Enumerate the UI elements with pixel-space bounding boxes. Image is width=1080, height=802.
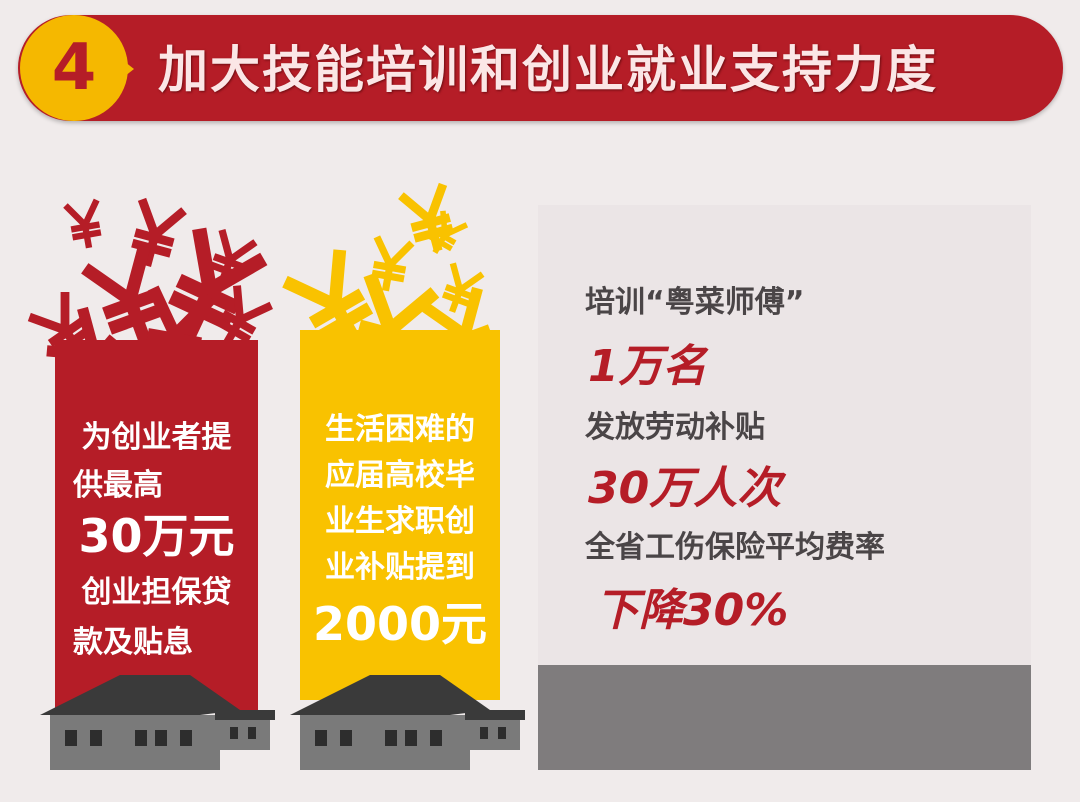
startup-loan-card: 为创业者提 供最高 30万元 创业担保贷 款及贴息 [55, 340, 258, 710]
title-banner [18, 15, 1063, 121]
house-icon [290, 675, 525, 770]
card-amount: 2000元 [312, 597, 488, 651]
house-icon [40, 675, 275, 770]
yen-icon [63, 198, 102, 249]
card-text: 生活困难的 [325, 412, 475, 447]
stat-value: 1万名 [588, 341, 707, 392]
stat-value: 下降30% [595, 585, 789, 636]
yen-icon [216, 285, 273, 348]
number-badge [20, 15, 128, 121]
stat-value: 30万人次 [588, 463, 782, 514]
yen-icon [441, 262, 485, 313]
stats-panel-base [538, 665, 1031, 770]
stat-label: 培训“粤菜师傅” [585, 285, 805, 320]
card-text: 业生求职创 [325, 504, 475, 539]
stat-label: 发放劳动补贴 [585, 410, 765, 445]
card-text: 应届高校毕 [325, 458, 475, 493]
yen-icon [282, 249, 374, 349]
yen-icon [81, 244, 167, 346]
card-text: 创业担保贷 [81, 575, 232, 610]
graduate-subsidy-card: 生活困难的 应届高校毕 业生求职创 业补贴提到 2000元 [300, 330, 500, 700]
card-text: 供最高 [73, 468, 163, 503]
yen-icon [428, 210, 469, 254]
section-number: 4 [51, 31, 97, 105]
yen-icon [209, 229, 258, 286]
card-text: 款及贴息 [73, 625, 193, 660]
card-amount: 30万元 [78, 509, 235, 563]
yen-icon [398, 182, 454, 252]
yen-icon [371, 235, 415, 292]
card-text: 业补贴提到 [325, 550, 475, 585]
badge-pointer [120, 58, 134, 80]
stat-label: 全省工伤保险平均费率 [585, 530, 885, 565]
card-text: 为创业者提 [81, 420, 232, 455]
section-title: 加大技能培训和创业就业支持力度 [158, 41, 938, 99]
yen-icon [131, 197, 187, 267]
